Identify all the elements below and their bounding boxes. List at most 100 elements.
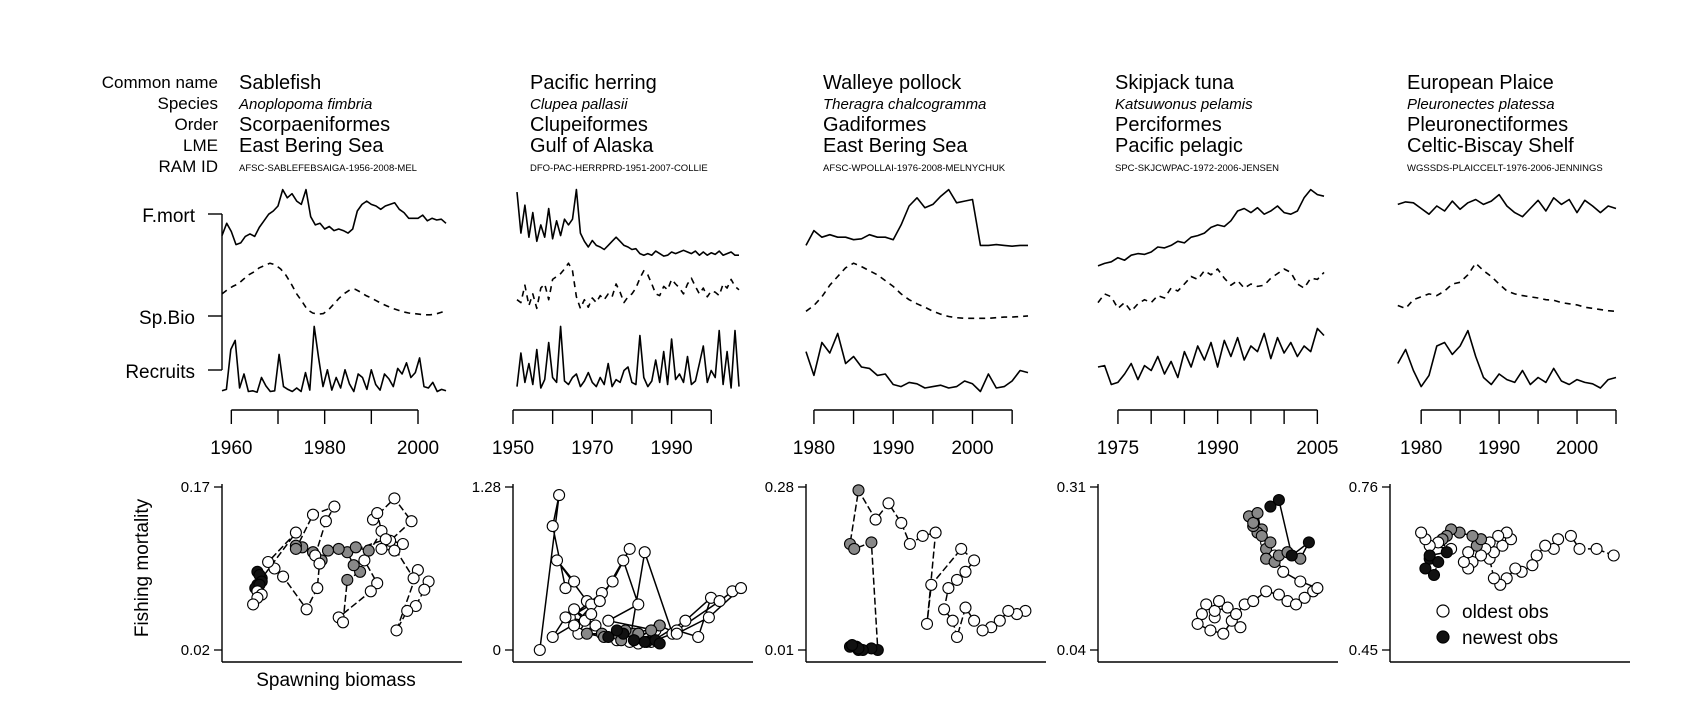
scatter-point (1272, 588, 1285, 601)
panel-2: Pacific herring Clupea pallasiiClupeiform… (472, 72, 753, 663)
scatter-point (1247, 595, 1260, 608)
panel-order: Gadiformes (823, 114, 926, 136)
panel-lme: Pacific pelagic (1115, 135, 1243, 157)
scatter-point (679, 614, 692, 627)
scatter-point (1212, 595, 1226, 608)
scatter-point (852, 484, 865, 497)
scatter-point (371, 577, 384, 590)
panel-1: Sablefish Anoplopoma fimbriaScorpaeniform… (181, 72, 462, 663)
scatter-point (568, 619, 581, 632)
scatter-point (277, 570, 290, 583)
scatter-point (1247, 516, 1260, 529)
scatter-point (1457, 555, 1470, 569)
panel-5: European Plaice Pleuronectes platessaPleu… (1349, 72, 1630, 663)
scatter-y-tick-label: 0.31 (1057, 479, 1086, 496)
legend-newest-marker (1436, 630, 1450, 644)
scatter-point (968, 554, 981, 567)
scatter-point (300, 603, 313, 616)
scatter-point (903, 537, 916, 551)
header-row-labels: Common name Species Order LME RAM ID (102, 73, 219, 176)
scatter-point (610, 624, 623, 637)
time-axis-tick-label: 2000 (951, 438, 993, 459)
scatter-point (950, 630, 964, 644)
scatter-point (1419, 562, 1432, 575)
panel-species: Pleuronectes platessa (1407, 96, 1555, 113)
series-line-fmort (221, 188, 447, 246)
panel-order: Pleuronectiformes (1407, 114, 1568, 136)
scatter-point (1260, 585, 1273, 598)
scatter-point (336, 616, 350, 629)
scatter-point (1415, 526, 1428, 539)
scatter-y-tick-label: 0.01 (765, 642, 794, 659)
scatter-point (895, 516, 908, 529)
scatter-point (1002, 604, 1015, 617)
time-axis-tick-label: 2000 (1556, 438, 1598, 459)
scatter-point (559, 582, 572, 595)
scatter-point (1539, 539, 1552, 552)
scatter-point (959, 565, 972, 578)
scatter-point (1272, 493, 1285, 507)
scatter-point (925, 578, 938, 591)
scatter-y-tick-label: 0 (493, 642, 501, 659)
scatter-point (311, 582, 324, 595)
scatter-point (865, 536, 878, 549)
scatter-point (617, 554, 630, 567)
scatter-point (950, 573, 964, 586)
series-line-recruits (1397, 329, 1617, 389)
scatter-point (846, 639, 859, 652)
scatter-point (920, 617, 934, 630)
panel-ram-id: DFO-PAC-HERRPRD-1951-2007-COLLIE (530, 163, 708, 174)
scatter-point (869, 513, 882, 526)
time-axis-tick-label: 1975 (1097, 438, 1139, 459)
series-line-fmort (805, 188, 1028, 247)
scatter-point (1264, 500, 1277, 513)
scatter-point (968, 614, 981, 627)
scatter-point (375, 542, 388, 555)
scatter-point (1509, 562, 1522, 575)
scatter-point (1208, 604, 1221, 617)
scatter-point (1466, 529, 1479, 542)
panel-lme: Celtic-Biscay Shelf (1407, 135, 1574, 157)
panel-species: Anoplopoma fimbria (238, 96, 372, 113)
scatter-point (289, 526, 302, 539)
scatter-point (589, 619, 602, 632)
scatter-y-axis-label: Fishing mortality (132, 498, 153, 637)
scatter-point (1285, 549, 1298, 562)
scatter-point (1294, 575, 1307, 588)
scatter-point (1204, 624, 1217, 637)
series-line-spbio (1397, 262, 1617, 313)
scatter-point (358, 554, 371, 567)
scatter-point (546, 520, 559, 533)
series-line-recruits (805, 332, 1029, 393)
scatter-point (1492, 529, 1505, 542)
scatter-y-tick-label: 0.45 (1349, 642, 1378, 659)
time-axis-tick-label: 1980 (793, 438, 835, 459)
scatter-point (882, 497, 895, 510)
scatter-point (407, 572, 420, 585)
header-label-ram-id: RAM ID (159, 157, 219, 176)
legend-newest-label: newest obs (1462, 628, 1558, 649)
series-label-recruits: Recruits (125, 362, 195, 383)
scatter-point (955, 542, 968, 555)
panel-4: Skipjack tuna Katsuwonus pelamisPerciform… (1057, 72, 1338, 663)
scatter-point (1251, 507, 1264, 520)
time-axis-tick-label: 1960 (210, 438, 252, 459)
scatter-point (1230, 608, 1243, 621)
scatter-point (1255, 529, 1268, 542)
time-axis-tick-label: 1990 (872, 438, 914, 459)
scatter-point (390, 624, 403, 637)
scatter-point (1462, 546, 1475, 559)
scatter-point (1440, 546, 1453, 559)
series-line-spbio (805, 262, 1029, 320)
scatter-point (306, 508, 320, 521)
scatter-point (1277, 565, 1290, 578)
scatter-point (418, 583, 431, 596)
scatter-y-tick-label: 0.28 (765, 479, 794, 496)
legend: oldest obs newest obs (1436, 602, 1558, 649)
scatter-y-tick-label: 0.04 (1057, 642, 1086, 659)
scatter-point (713, 595, 726, 608)
panel-lme: East Bering Sea (239, 135, 384, 157)
scatter-point (916, 529, 929, 542)
scatter-point (670, 627, 683, 640)
